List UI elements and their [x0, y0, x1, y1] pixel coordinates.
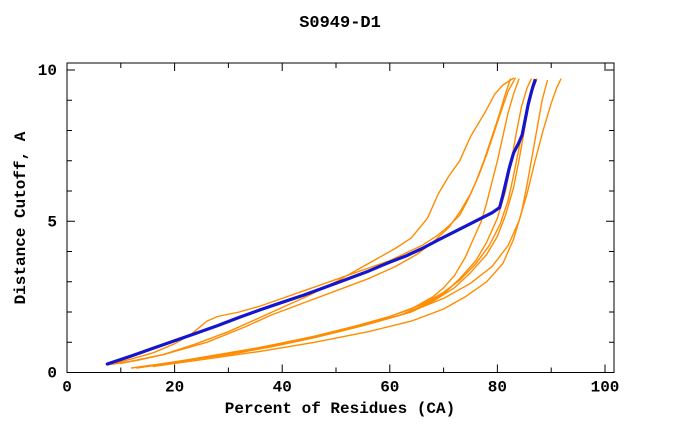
y-tick-label: 5 [47, 213, 57, 231]
model-3-curve [141, 78, 538, 368]
chart-title: S0949-D1 [299, 14, 381, 33]
model-4-curve [146, 78, 562, 368]
x-tick-label: 80 [488, 379, 507, 397]
x-tick-label: 0 [62, 379, 72, 397]
model-9-curve [106, 78, 511, 366]
y-tick-label: 10 [38, 62, 57, 80]
y-axis-label: Distance Cutoff, A [12, 131, 30, 305]
x-axis-label: Percent of Residues (CA) [224, 400, 456, 418]
x-tick-label: 100 [591, 379, 620, 397]
model-7-curve [120, 77, 516, 365]
highlighted-model-curve [105, 78, 537, 366]
model-5-curve [152, 79, 549, 368]
model-6-curve [141, 78, 535, 368]
plot-frame [66, 62, 615, 373]
model-2-curve [136, 78, 532, 369]
model-8-curve [106, 77, 515, 366]
model-1-curve [130, 78, 520, 369]
x-tick-label: 40 [273, 379, 292, 397]
x-tick-label: 60 [380, 379, 399, 397]
x-tick-label: 20 [165, 379, 184, 397]
y-tick-label: 0 [47, 365, 57, 383]
